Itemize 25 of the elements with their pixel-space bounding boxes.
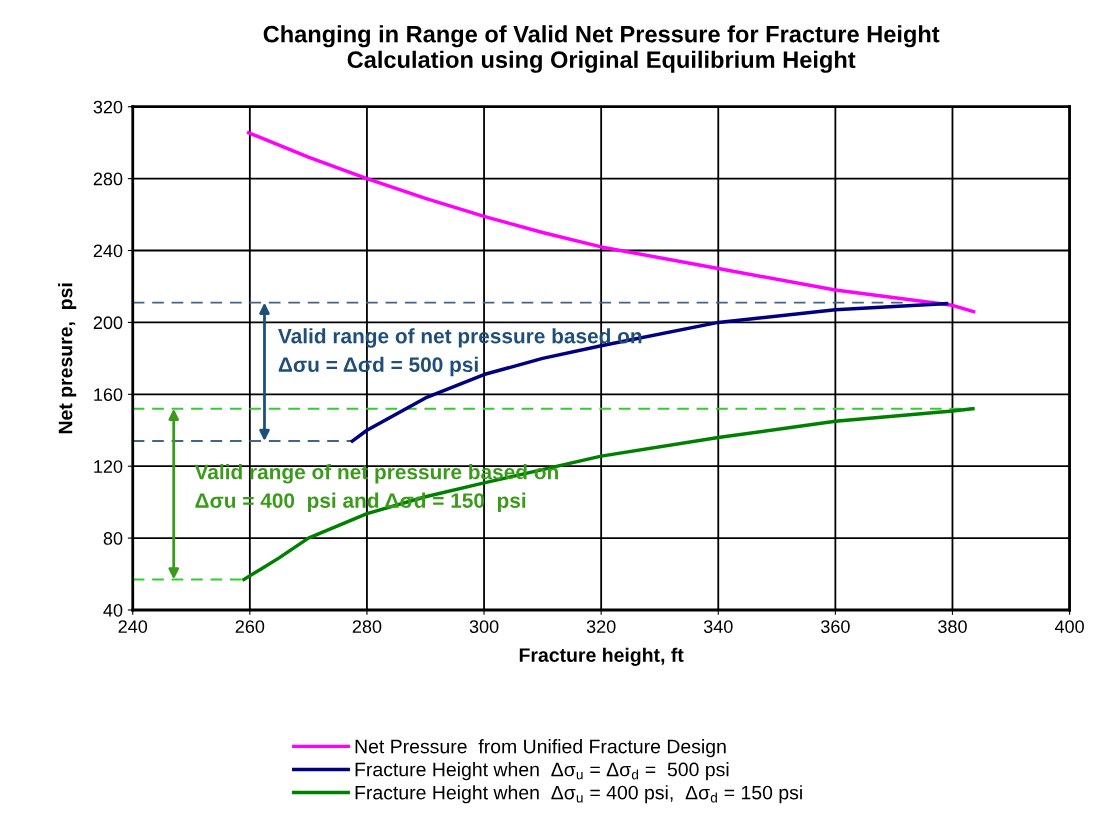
x-tick-label: 380 — [938, 620, 967, 633]
x-tick-label: 300 — [469, 620, 499, 633]
x-tick-label: 360 — [820, 620, 850, 633]
x-tick-label: 240 — [118, 620, 148, 633]
legend-label: Fracture Height when Δσ$_{u}$ = Δσ$_{d}$ = 500 psi — [355, 762, 729, 781]
line-series — [246, 131, 976, 314]
x-tick-label: 400 — [1054, 620, 1084, 633]
legend-label: Fracture Height when Δσ$_{u}$ = 400 psi, Δσ$_{d}$ = 150 psi — [355, 785, 802, 804]
y-tick-label: 120 — [94, 460, 123, 473]
legend-label: Net Pressure from Unified Fracture Design — [355, 739, 726, 758]
y-tick-label: 280 — [93, 172, 123, 186]
y-tick-label: 200 — [93, 316, 123, 330]
y-tick-label: 80 — [103, 532, 123, 545]
x-tick-label: 280 — [352, 620, 382, 633]
x-axis-title: Fracture height, ft — [519, 647, 684, 666]
y-tick-label: 240 — [93, 244, 123, 258]
x-tick-label: 260 — [235, 620, 265, 633]
x-tick-label: 320 — [586, 620, 616, 633]
line-series — [242, 406, 975, 582]
y-tick-label: 320 — [93, 100, 123, 114]
y-tick-label: 40 — [103, 603, 123, 617]
x-tick-label: 340 — [703, 620, 733, 633]
chart-title: Changing in Range of Valid Net Pressure for Fracture Height Calculation using Original Equilibrium Height — [263, 25, 940, 73]
y-tick-label: 160 — [94, 388, 123, 402]
y-axis-title: Net presure, psi — [58, 283, 77, 434]
